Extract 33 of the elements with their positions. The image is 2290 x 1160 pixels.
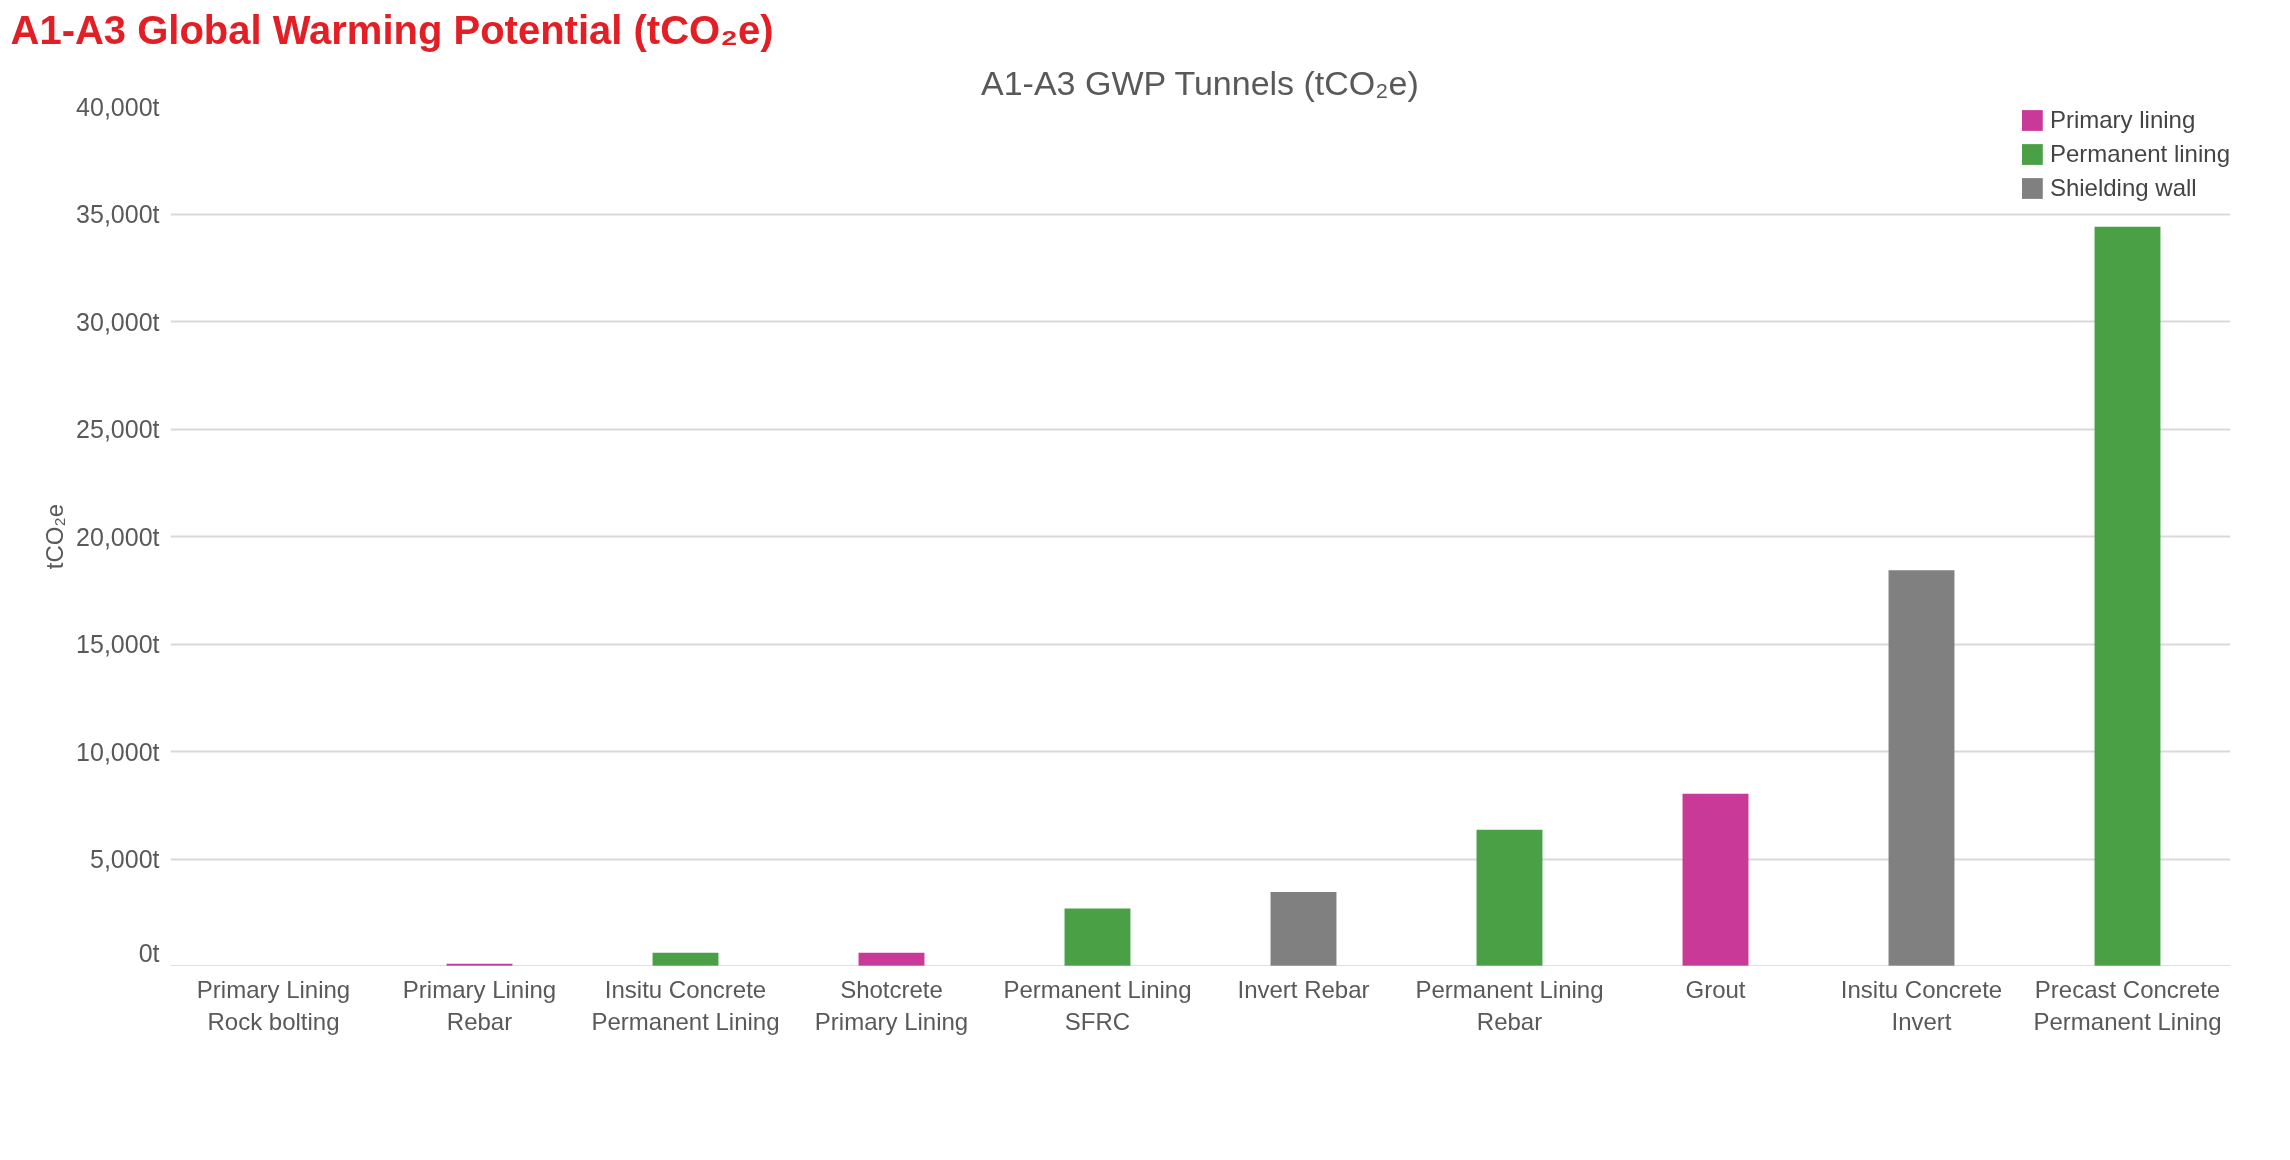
y-tick-label: 35,000t: [76, 200, 160, 228]
x-tick-label: Grout: [1685, 976, 1746, 1004]
x-tick-label: Primary Lining Rebar: [402, 976, 557, 1036]
bar: [1476, 829, 1543, 966]
legend-label: Permanent lining: [2049, 140, 2230, 168]
x-tick-label: Permanent Lining Rebar: [1415, 976, 1604, 1036]
x-tick-label: Permanent Lining SFRC: [1003, 976, 1192, 1036]
x-tick-label: Insitu Concrete Invert: [1840, 976, 2003, 1036]
bar: [1682, 793, 1749, 966]
bar: [1270, 891, 1337, 966]
bar: [652, 952, 719, 966]
y-tick-label: 15,000t: [76, 630, 160, 658]
bar: [2094, 226, 2161, 966]
bar: [1888, 570, 1955, 966]
y-tick-label: 25,000t: [76, 415, 160, 443]
legend-label: Primary lining: [2049, 106, 2196, 134]
x-tick-label: Shotcrete Primary Lining: [814, 976, 969, 1036]
y-tick-label: 10,000t: [76, 737, 160, 766]
y-tick-label: 0t: [138, 938, 160, 967]
bar: [1064, 908, 1131, 966]
y-tick-label: 40,000t: [76, 92, 160, 121]
x-tick-label: Invert Rebar: [1237, 976, 1370, 1004]
x-tick-label: Primary Lining Rock bolting: [196, 976, 351, 1036]
y-tick-label: 30,000t: [76, 307, 160, 336]
legend-label: Shielding wall: [2049, 174, 2197, 202]
bar: [858, 952, 925, 966]
x-tick-label: Precast Concrete Permanent Lining: [2033, 976, 2222, 1036]
chart-title: A1-A3 Global Warming Potential (tCO₂e): [10, 7, 774, 52]
y-axis-title: tCO₂e: [41, 503, 69, 570]
x-tick-label: Insitu Concrete Permanent Lining: [591, 976, 780, 1036]
y-tick-label: 5,000t: [89, 845, 160, 873]
y-tick-label: 20,000t: [76, 522, 160, 551]
chart-subtitle: A1-A3 GWP Tunnels (tCO₂e): [981, 63, 1419, 102]
